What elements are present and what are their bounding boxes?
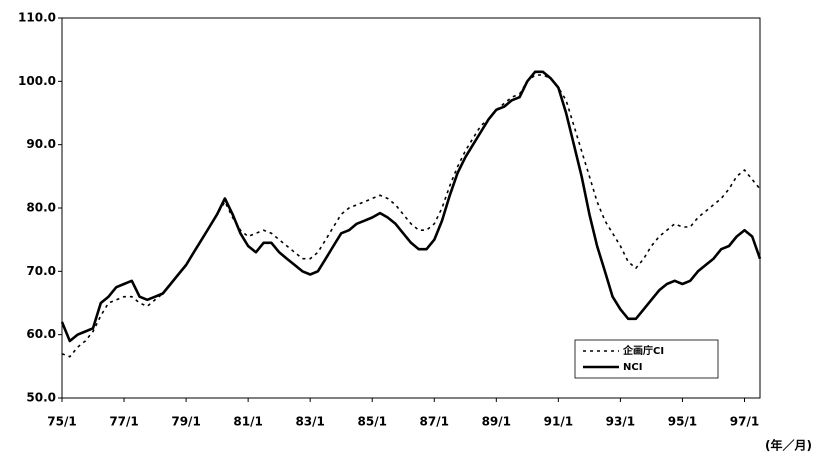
y-tick-label: 110.0 (18, 11, 56, 25)
x-tick-label: 83/1 (295, 415, 324, 429)
x-tick-label: 89/1 (482, 415, 511, 429)
x-tick-label: 87/1 (420, 415, 449, 429)
legend-box (574, 339, 719, 379)
x-axis-label: (年／月) (765, 438, 812, 453)
x-tick-label: 91/1 (544, 415, 573, 429)
x-tick-label: 85/1 (358, 415, 387, 429)
y-tick-label: 50.0 (26, 391, 56, 405)
series-line (61, 74, 761, 358)
x-tick-label: 77/1 (109, 415, 138, 429)
x-tick-label: 95/1 (668, 415, 697, 429)
y-tick-label: 70.0 (26, 264, 56, 278)
y-tick-label: 60.0 (26, 327, 56, 341)
y-tick-label: 100.0 (18, 74, 56, 88)
y-tick-label: 80.0 (26, 201, 56, 215)
series-line (60, 70, 762, 343)
legend-label: NCI (623, 362, 642, 373)
x-tick-label: 75/1 (47, 415, 76, 429)
x-tick-label: 93/1 (606, 415, 635, 429)
legend-label: 企画庁CI (622, 344, 664, 357)
x-tick-label: 79/1 (171, 415, 200, 429)
x-tick-label: 81/1 (233, 415, 262, 429)
x-tick-label: 97/1 (730, 415, 759, 429)
y-tick-label: 90.0 (26, 137, 56, 151)
